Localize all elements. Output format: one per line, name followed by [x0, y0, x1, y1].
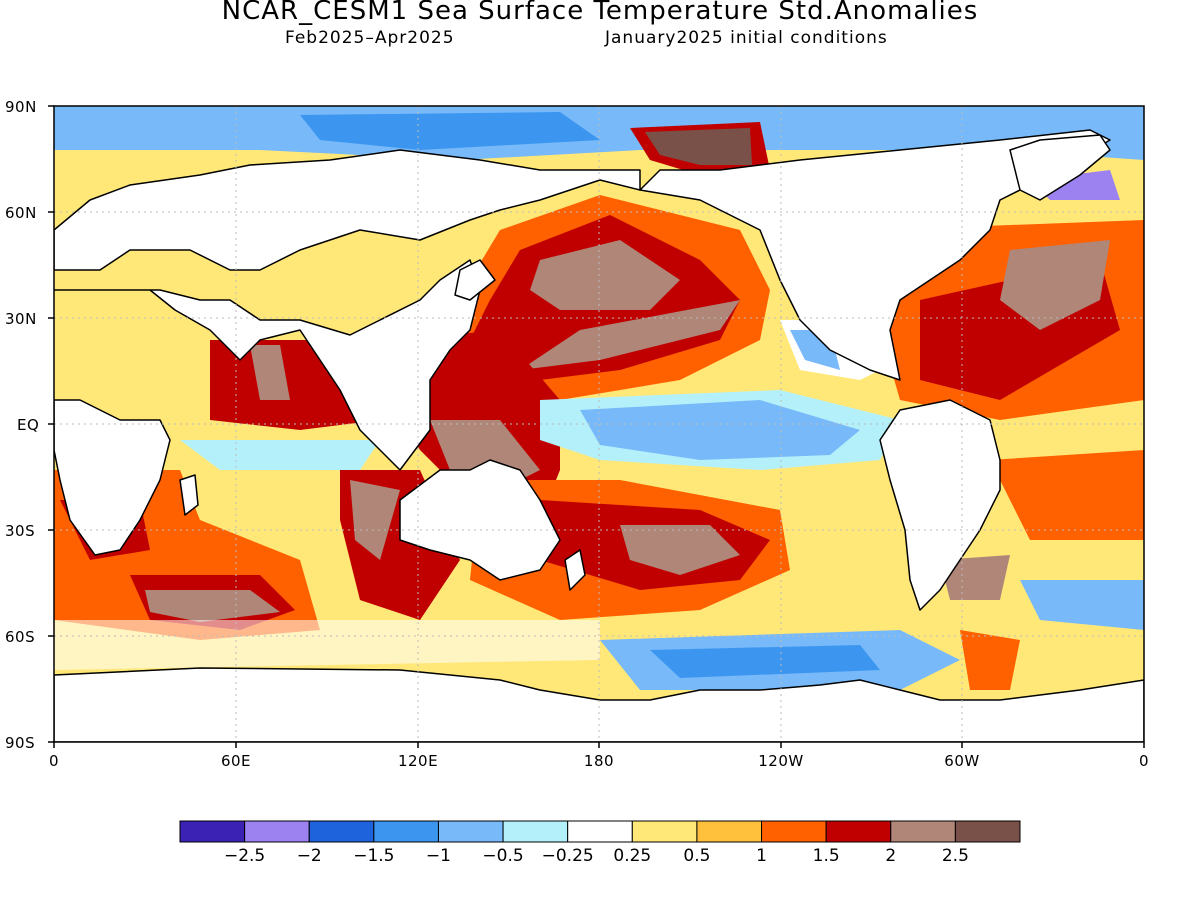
colorbar-swatch [631, 820, 698, 843]
antarctica [54, 667, 1144, 742]
lat-label: EQ [17, 416, 39, 434]
australia [399, 459, 561, 581]
greenland [1009, 134, 1111, 201]
south-atlantic-warm [990, 450, 1144, 540]
lon-label: 60E [221, 752, 251, 770]
land [54, 129, 1144, 742]
lon-labels: 0 60E 120E 180 120W 60W 0 [49, 752, 1149, 770]
colorbar-swatch [761, 820, 827, 843]
lat-labels: 90N 60N 30N EQ 30S 60S 90S [5, 98, 39, 752]
north-atlantic-extreme-warm [1000, 240, 1110, 330]
colorbar-swatch [567, 820, 633, 843]
north-america [639, 129, 1111, 381]
colorbar-swatch [437, 820, 504, 843]
southern-ocean-cold [650, 645, 880, 678]
arctic-warm-anomaly [645, 128, 752, 165]
lon-label: 0 [1139, 752, 1149, 770]
colorbar-label: 2.5 [942, 846, 969, 866]
forecast-period: Feb2025–Apr2025 [285, 28, 455, 48]
new-zealand [564, 549, 586, 591]
colorbar-label: −1 [426, 846, 451, 866]
colorbar-swatch [954, 820, 1021, 843]
madagascar [179, 474, 199, 516]
lon-label: 60W [944, 752, 979, 770]
colorbar-label: −0.5 [482, 846, 523, 866]
lat-label: 60N [5, 204, 37, 222]
lat-label: 30N [5, 310, 37, 328]
colorbar-label: −2.5 [224, 846, 265, 866]
colorbar-label: −2 [297, 846, 322, 866]
drake-passage-warm [960, 630, 1020, 690]
west-australia-extreme [350, 480, 400, 560]
colorbar-label: 0.25 [613, 846, 651, 866]
lon-label: 120E [398, 752, 438, 770]
colorbar-swatch [825, 820, 892, 843]
map-title: NCAR_CESM1 Sea Surface Temperature Std.A… [221, 0, 979, 26]
colorbar-swatch [890, 820, 956, 843]
north-pacific-extreme-warm [530, 240, 680, 310]
colorbar-swatch [308, 820, 375, 843]
south-pacific-extreme-warm [620, 525, 740, 575]
south-america [879, 399, 1001, 611]
ocean-field [54, 106, 1144, 742]
lat-label: 90S [5, 734, 35, 752]
colorbar-label: 1 [756, 846, 767, 866]
tick-marks [48, 105, 1145, 748]
lon-label: 120W [758, 752, 803, 770]
colorbar-swatch [179, 820, 246, 843]
lon-label: 180 [584, 752, 614, 770]
south-indian-extreme-warm [145, 590, 280, 622]
colorbar-swatch [244, 820, 310, 843]
brazil-malvinas-warm [940, 555, 1010, 600]
japan [454, 259, 496, 301]
gridlines [54, 106, 1144, 742]
colorbar-swatch [696, 820, 763, 843]
colorbar: −2.5 −2 −1.5 −1 −0.5 −0.25 0.25 0.5 1 1.5 2 2.5 [179, 820, 1021, 866]
la-nina-cold-tongue [580, 400, 860, 460]
colorbar-swatch [373, 820, 439, 843]
initial-conditions: January2025 initial conditions [605, 28, 888, 48]
south-atlantic-cool [1020, 580, 1144, 630]
colorbar-label: 0.5 [683, 846, 710, 866]
arabian-sea-warm [250, 345, 290, 400]
lat-label: 60S [5, 628, 35, 646]
equatorial-indian-cool [180, 440, 380, 470]
arctic-negative-anomaly [300, 112, 600, 150]
eurasia-africa [54, 149, 641, 556]
southern-ocean-neutral [54, 620, 600, 670]
colorbar-label: 2 [885, 846, 896, 866]
colorbar-swatch [502, 820, 569, 843]
colorbar-label: −1.5 [353, 846, 394, 866]
colorbar-label: −0.25 [542, 846, 594, 866]
colorbar-label: 1.5 [813, 846, 840, 866]
lon-label: 0 [49, 752, 59, 770]
lat-label: 90N [5, 98, 37, 116]
lat-label: 30S [5, 522, 35, 540]
